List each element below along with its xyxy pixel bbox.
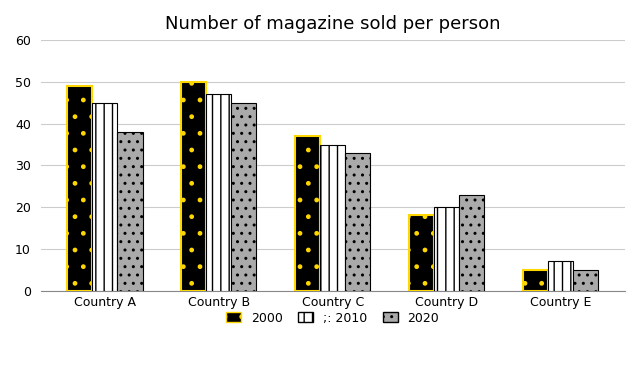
Legend: 2000, ;: 2010, 2020: 2000, ;: 2010, 2020 — [221, 307, 444, 330]
Bar — [548, 261, 573, 291]
Title: Number of magazine sold per person: Number of magazine sold per person — [165, 15, 500, 33]
Bar — [409, 215, 435, 291]
Bar — [295, 136, 321, 291]
Bar — [321, 145, 346, 291]
Bar — [346, 153, 371, 291]
Bar — [206, 94, 232, 291]
Bar — [460, 194, 484, 291]
Bar — [232, 103, 257, 291]
Bar — [573, 270, 598, 291]
Bar — [435, 207, 460, 291]
Bar — [67, 86, 92, 291]
Bar — [92, 103, 117, 291]
Bar — [117, 132, 143, 291]
Bar — [181, 82, 206, 291]
Bar — [524, 270, 548, 291]
